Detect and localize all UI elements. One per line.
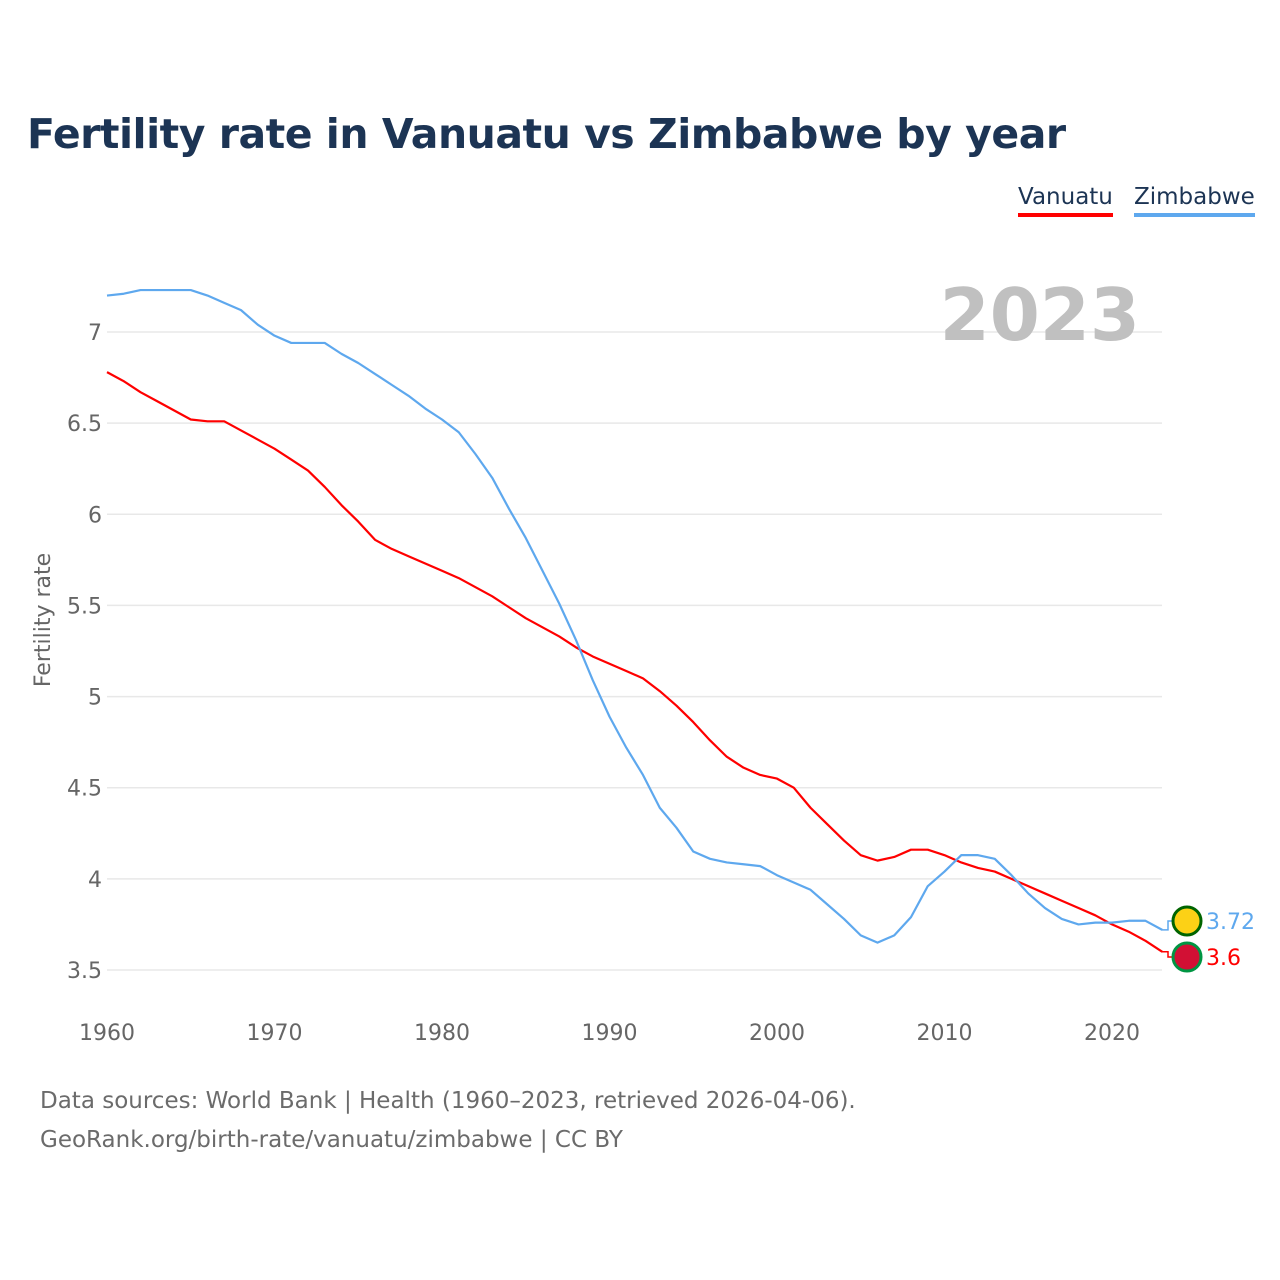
- flag-vanuatu-icon: [1171, 941, 1203, 973]
- y-tick-label: 6.5: [67, 412, 102, 437]
- x-tick-label: 1960: [79, 1021, 135, 1046]
- x-tick-label: 2000: [749, 1021, 805, 1046]
- x-tick-label: 1990: [582, 1021, 638, 1046]
- y-tick-label: 4: [88, 868, 102, 893]
- x-tick-label: 2010: [917, 1021, 973, 1046]
- x-tick-label: 1980: [414, 1021, 470, 1046]
- chart-title: Fertility rate in Vanuatu vs Zimbabwe by…: [27, 110, 1066, 158]
- label-connector: [1162, 951, 1174, 958]
- y-tick-label: 5.5: [67, 594, 102, 619]
- series-line-vanuatu: [106, 371, 1163, 953]
- y-tick-label: 3.5: [67, 959, 102, 984]
- y-axis-label: Fertility rate: [31, 553, 56, 687]
- label-connector: [1162, 920, 1174, 931]
- legend-item-vanuatu[interactable]: Vanuatu: [1018, 184, 1113, 217]
- series-line-zimbabwe: [106, 288, 1163, 944]
- data-source-note: Data sources: World Bank | Health (1960–…: [40, 1088, 856, 1114]
- legend-item-zimbabwe[interactable]: Zimbabwe: [1134, 184, 1255, 217]
- attribution-note: GeoRank.org/birth-rate/vanuatu/zimbabwe …: [40, 1127, 623, 1153]
- flag-zimbabwe-icon: [1171, 905, 1203, 937]
- y-tick-label: 4.5: [67, 777, 102, 802]
- end-value-label: 3.72: [1206, 910, 1255, 935]
- x-tick-label: 2020: [1084, 1021, 1140, 1046]
- y-tick-label: 5: [88, 686, 102, 711]
- y-tick-label: 6: [88, 503, 102, 528]
- y-tick-label: 7: [88, 321, 102, 346]
- x-tick-label: 1970: [247, 1021, 303, 1046]
- end-value-label: 3.6: [1206, 946, 1241, 971]
- year-label: 2023: [940, 273, 1140, 357]
